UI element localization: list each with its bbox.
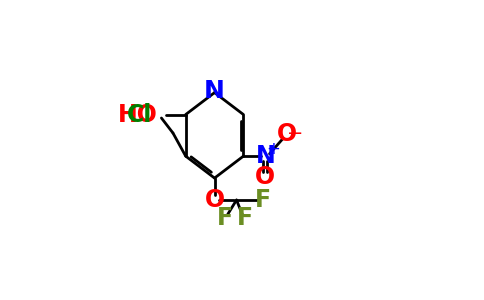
Text: HO: HO <box>118 103 158 127</box>
Text: F: F <box>255 188 271 212</box>
Text: −: − <box>287 124 303 143</box>
Text: O: O <box>256 165 275 189</box>
Text: O: O <box>205 188 225 212</box>
Text: N: N <box>256 144 275 168</box>
Text: O: O <box>277 122 297 146</box>
Text: F: F <box>237 206 253 230</box>
Text: N: N <box>204 80 225 103</box>
Text: F: F <box>217 206 233 230</box>
Text: +: + <box>266 140 280 158</box>
Text: Cl: Cl <box>127 103 152 127</box>
